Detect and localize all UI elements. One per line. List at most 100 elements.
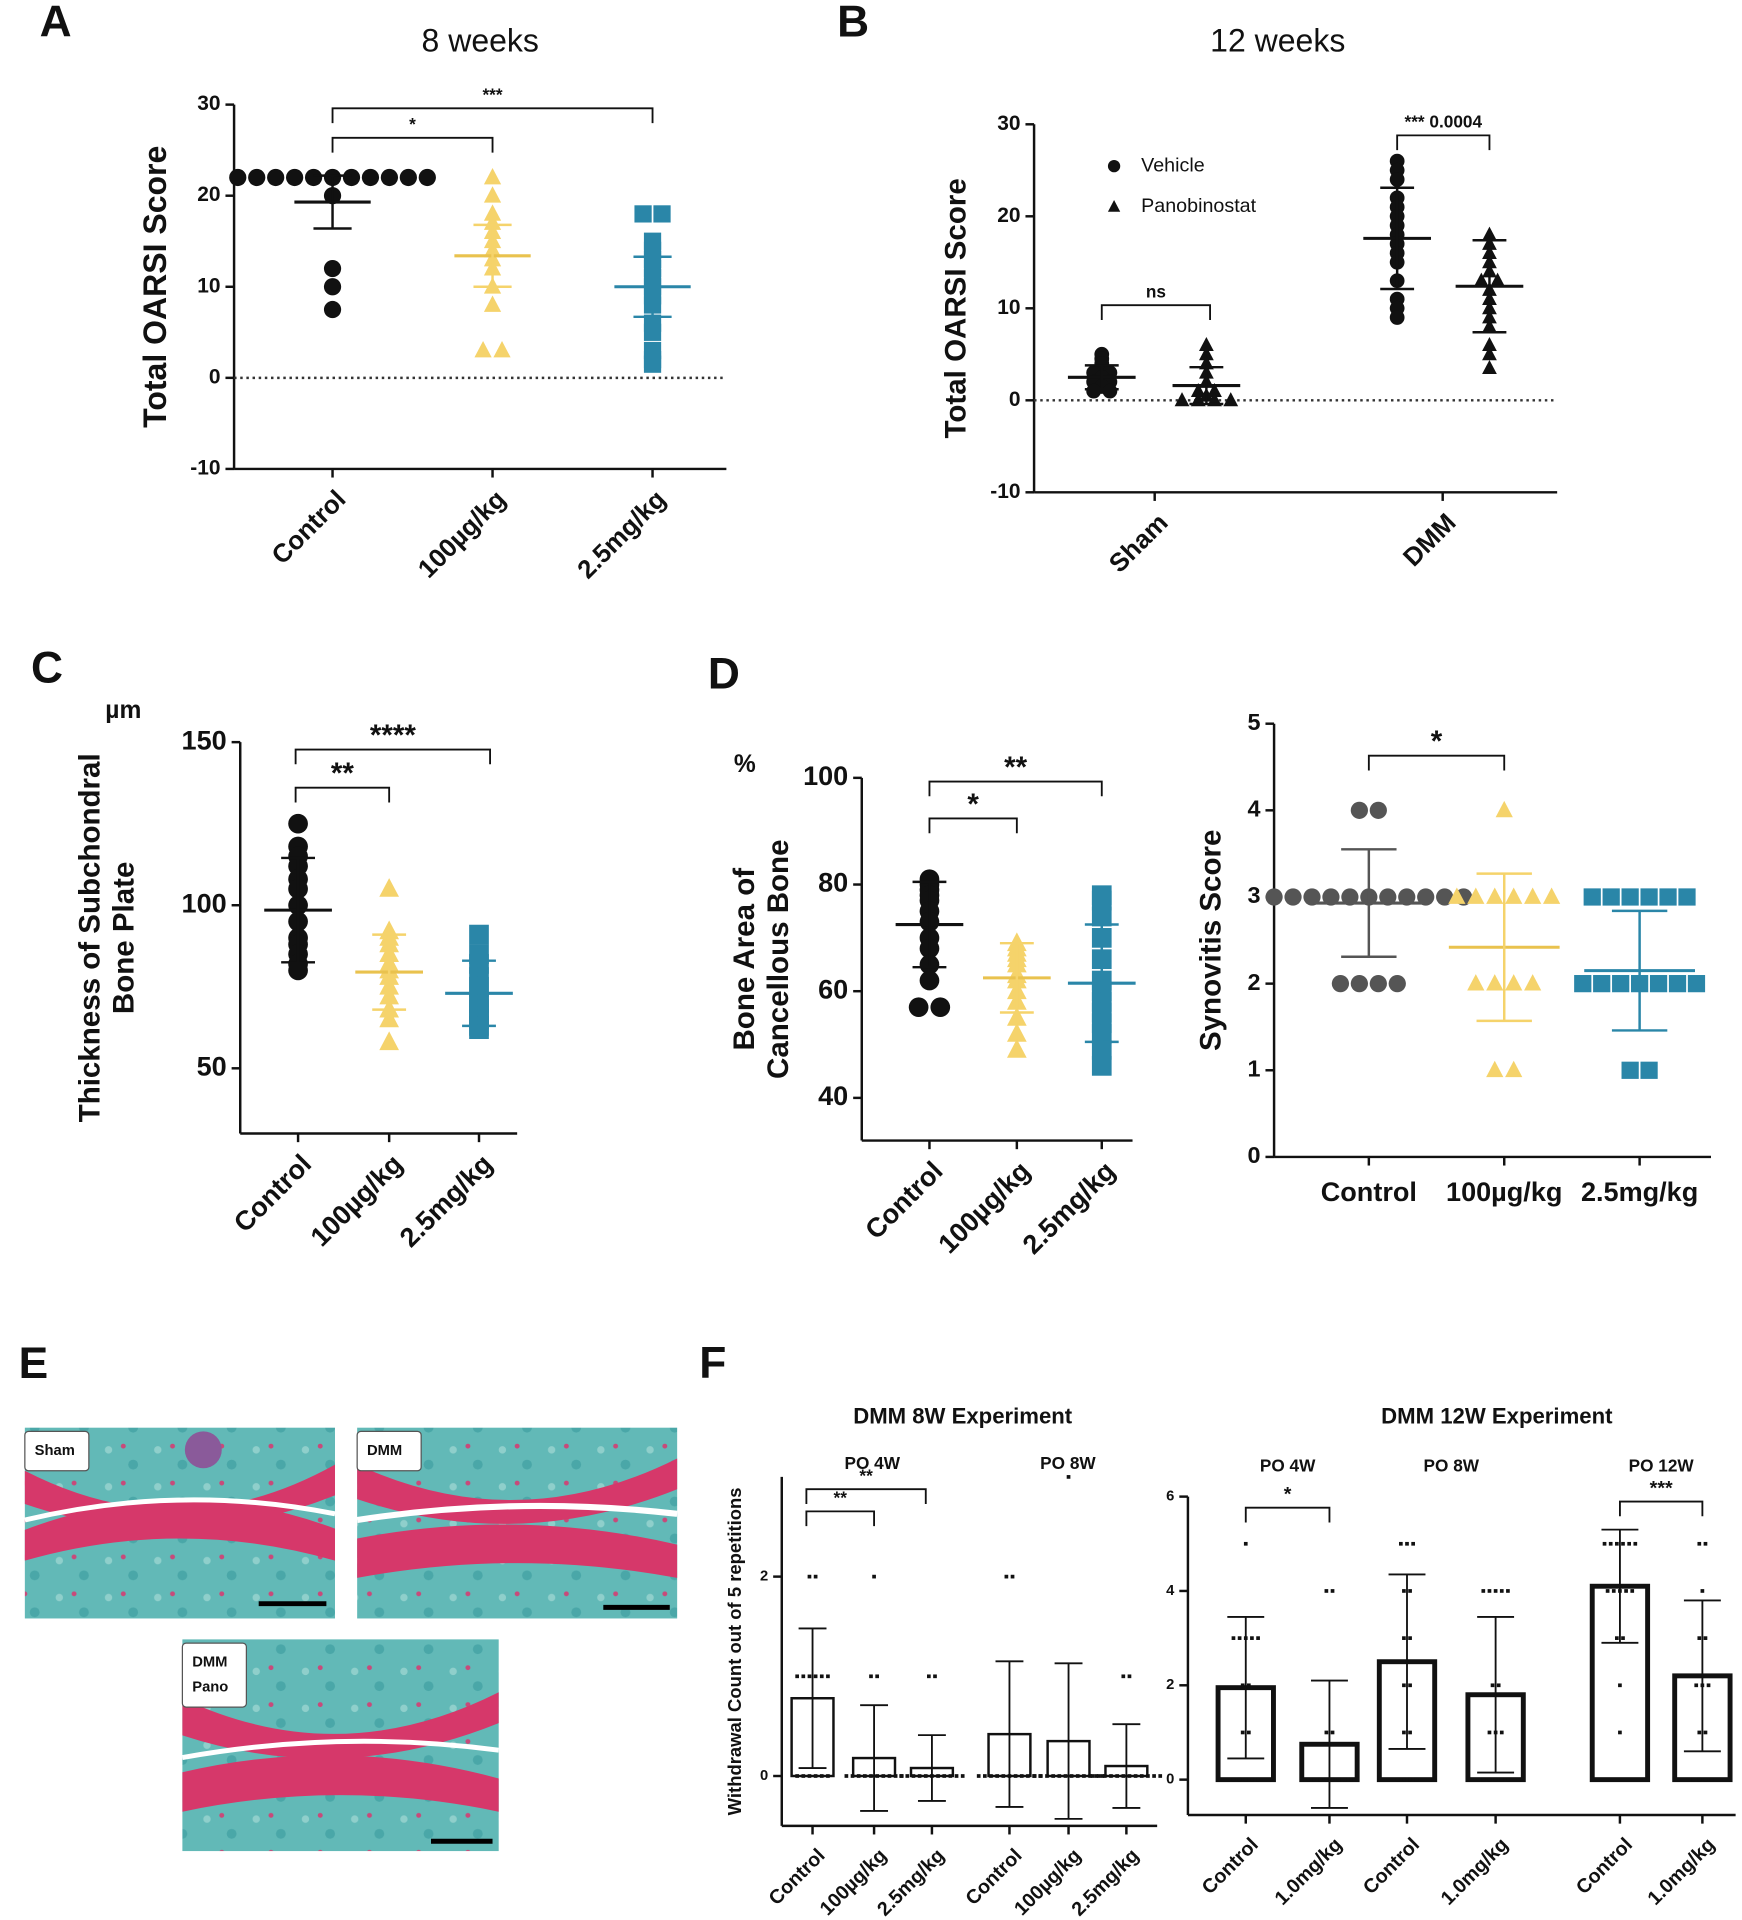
data-point [1240, 1730, 1245, 1735]
data-point [1039, 1774, 1043, 1778]
data-point [1004, 1574, 1009, 1579]
error-bar [633, 255, 672, 319]
data-point [954, 1774, 959, 1778]
data-point [1243, 1636, 1248, 1640]
data-point [1408, 1683, 1412, 1688]
error-bar [1683, 1599, 1721, 1753]
data-point [942, 1774, 947, 1778]
x-tick-label: Control [267, 485, 352, 570]
error-bar [798, 1627, 827, 1769]
data-point [323, 278, 342, 296]
data-point [930, 997, 951, 1018]
panel-letter: E [19, 1339, 49, 1388]
x-tick-label: 2.5mg/kg [572, 485, 671, 584]
y-tick-label: 0 [209, 365, 221, 388]
error-bar [1227, 1615, 1265, 1760]
data-point [379, 1031, 399, 1051]
significance-bracket [331, 136, 494, 153]
data-point [887, 1774, 892, 1778]
data-point [863, 1774, 867, 1778]
data-point [1350, 975, 1368, 993]
data-point [1237, 1636, 1242, 1640]
y-axis-label: Bone Plate [107, 862, 140, 1015]
x-tick-label: 2.5mg/kg [1016, 1155, 1121, 1260]
y-tick-label: -10 [990, 480, 1020, 503]
error-bar [1084, 364, 1119, 391]
image-label: Sham [35, 1443, 75, 1459]
data-point [1487, 1777, 1492, 1782]
chart-title: 12 weeks [1210, 23, 1345, 59]
error-bar [1311, 1679, 1348, 1809]
data-point [1250, 1777, 1254, 1782]
data-point [1330, 1589, 1335, 1593]
data-point [1697, 1730, 1702, 1735]
data-point [819, 1774, 824, 1778]
data-point [1405, 1541, 1409, 1546]
data-point [1199, 355, 1214, 370]
y-tick-label: -10 [190, 456, 220, 479]
data-point [1243, 1777, 1248, 1782]
data-point [1618, 1589, 1622, 1593]
data-point [229, 168, 247, 187]
y-tick-label: 60 [818, 973, 848, 1004]
data-point [1505, 1060, 1523, 1078]
data-point [1495, 800, 1513, 818]
data-point [1322, 888, 1340, 906]
data-point [1505, 887, 1523, 904]
data-point [380, 168, 399, 187]
data-point [936, 1774, 940, 1778]
x-tick-label: Control [1321, 1176, 1417, 1207]
significance-bracket [1619, 1500, 1704, 1517]
data-point [1102, 383, 1118, 399]
data-point [813, 1674, 818, 1679]
error-bar [1054, 1662, 1083, 1820]
y-tick-label: 4 [1166, 1583, 1175, 1599]
data-point [1499, 1777, 1504, 1782]
data-point [379, 1008, 399, 1028]
data-point [1139, 1774, 1144, 1778]
y-axis-label: Total OARSI Score [940, 178, 973, 438]
x-tick-label: 1.0mg/kg [1644, 1834, 1720, 1910]
histology-images [24, 1427, 678, 1852]
data-point [1593, 975, 1611, 993]
y-tick-label: 10 [997, 296, 1020, 319]
data-point [1487, 1730, 1492, 1735]
error-bar [1380, 186, 1415, 291]
data-point [976, 1774, 981, 1778]
y-tick-label: 0 [760, 1768, 768, 1784]
x-tick-label: Control [1359, 1834, 1424, 1899]
data-point [288, 960, 308, 981]
significance-bracket [1244, 1506, 1331, 1523]
data-point [1467, 887, 1485, 904]
data-point [1408, 1636, 1412, 1640]
data-point [643, 323, 662, 341]
image-label-box [181, 1642, 247, 1708]
data-point [1408, 1589, 1412, 1593]
group-label: PO 8W [1424, 1456, 1480, 1476]
data-point [653, 205, 671, 223]
significance-label: * [409, 114, 416, 134]
data-point [323, 259, 342, 278]
data-point [1402, 1636, 1406, 1640]
data-point [1486, 887, 1504, 904]
data-point [1402, 1589, 1406, 1593]
data-point [1621, 1061, 1639, 1079]
data-point [1240, 1683, 1245, 1688]
data-point [1299, 1777, 1304, 1782]
data-point [1399, 1541, 1403, 1546]
error-bar [1472, 238, 1507, 334]
x-tick-label: 100µg/kg [413, 485, 511, 583]
data-point [1524, 974, 1542, 991]
data-point [1324, 1777, 1329, 1782]
data-point [1075, 1774, 1080, 1778]
data-point [1265, 888, 1283, 906]
significance-label: *** 0.0004 [1405, 112, 1483, 132]
y-tick-label: 4 [1248, 796, 1261, 822]
data-point [1621, 1541, 1625, 1546]
data-point [807, 1674, 812, 1679]
x-tick-label: 1.0mg/kg [1271, 1834, 1347, 1910]
data-point [795, 1774, 799, 1778]
data-point [1395, 1777, 1400, 1782]
y-tick-label: 0 [1166, 1772, 1174, 1788]
data-point [1127, 1774, 1132, 1778]
